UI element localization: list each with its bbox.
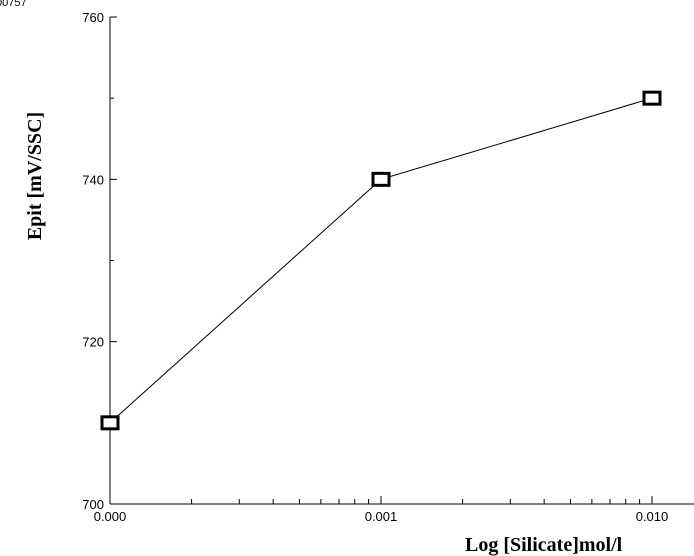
- x-tick-label: 0.001: [365, 509, 398, 524]
- y-tick-label: 700: [82, 497, 104, 512]
- y-tick-label: 720: [82, 335, 104, 350]
- plot-area: [100, 90, 662, 431]
- data-point-marker: [100, 415, 120, 431]
- data-point-marker: [371, 171, 391, 187]
- axes: [109, 17, 694, 505]
- y-ticks: 700 720 740 760: [82, 10, 117, 512]
- x-ticks: 0.000 0.001 0.010: [94, 496, 669, 524]
- x-tick-label: 0.010: [636, 509, 669, 524]
- x-axis-title: Log [Silicate]mol/l: [465, 534, 623, 556]
- y-tick-label: 740: [82, 172, 104, 187]
- data-point-marker: [642, 90, 662, 106]
- y-tick-label: 760: [82, 10, 104, 25]
- series-line: [109, 97, 653, 424]
- x-tick-label: 0.000: [94, 509, 127, 524]
- corner-text: 00757: [0, 0, 27, 9]
- y-axis-title: Epit [mV/SSC]: [24, 112, 46, 240]
